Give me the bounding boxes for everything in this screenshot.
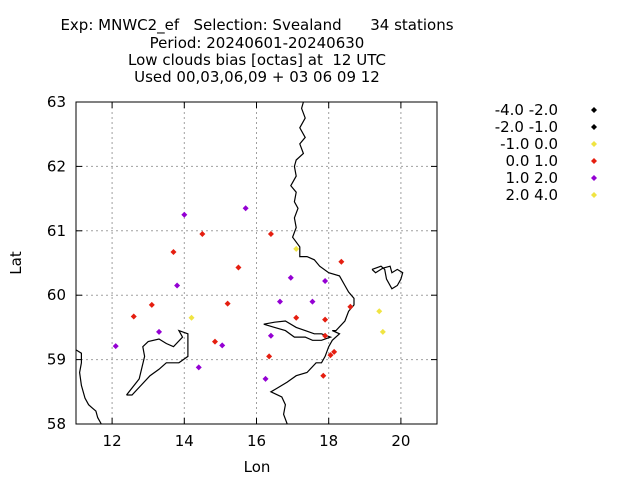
station-point <box>130 313 137 320</box>
chart-title: Exp: MNWC2_ef Selection: Svealand 34 sta… <box>60 16 453 86</box>
station-point <box>219 342 226 349</box>
legend-label: 1.0 2.0 <box>506 169 558 187</box>
y-axis-label: Lat <box>7 251 25 275</box>
data-points <box>112 205 386 382</box>
x-axis-label: Lon <box>244 458 271 476</box>
legend-marker <box>591 124 597 130</box>
station-point <box>287 274 294 281</box>
station-point <box>156 328 163 335</box>
legend-label: -2.0 -1.0 <box>495 118 558 136</box>
station-point <box>322 316 329 323</box>
y-tick-label: 58 <box>47 415 66 433</box>
station-point <box>181 211 188 218</box>
station-point <box>224 300 231 307</box>
station-point <box>327 352 334 359</box>
coastline-segment <box>126 329 189 396</box>
station-point <box>148 301 155 308</box>
station-point <box>376 308 383 315</box>
y-tick-label: 59 <box>47 351 66 369</box>
legend-marker <box>591 192 597 198</box>
station-point <box>235 264 242 271</box>
station-point <box>170 249 177 256</box>
grid <box>76 101 437 425</box>
y-tick-label: 60 <box>47 286 66 304</box>
station-point <box>347 303 354 310</box>
x-tick-label: 14 <box>175 432 194 450</box>
coastline-segment <box>75 349 102 425</box>
x-tick-label: 20 <box>391 432 410 450</box>
station-point <box>331 348 338 355</box>
x-tick-label: 16 <box>247 432 266 450</box>
station-point <box>267 231 274 238</box>
y-tick-label: 63 <box>47 93 66 111</box>
y-tick-labels: 58 59 60 61 62 63 <box>47 93 66 433</box>
legend: -4.0 -2.0-2.0 -1.0-1.0 0.00.0 1.01.0 2.0… <box>495 101 597 204</box>
plot-frame <box>75 101 438 425</box>
x-tick-label: 18 <box>319 432 338 450</box>
station-point <box>188 314 195 321</box>
title-line-1: Exp: MNWC2_ef Selection: Svealand 34 sta… <box>60 16 453 35</box>
station-point <box>293 314 300 321</box>
station-point <box>338 258 345 265</box>
legend-label: 2.0 4.0 <box>506 186 558 204</box>
station-point <box>320 372 327 379</box>
title-line-4: Used 00,03,06,09 + 03 06 09 12 <box>134 68 380 86</box>
y-tick-label: 62 <box>47 157 66 175</box>
x-tick-label: 12 <box>103 432 122 450</box>
station-point <box>322 332 329 339</box>
station-point <box>267 332 274 339</box>
station-point <box>309 298 316 305</box>
title-line-2: Period: 20240601-20240630 <box>150 34 365 52</box>
coastline-segment <box>371 265 404 290</box>
coastline-segment <box>269 101 355 425</box>
y-tick-label: 61 <box>47 222 66 240</box>
legend-label: -1.0 0.0 <box>500 135 558 153</box>
legend-marker <box>591 175 597 181</box>
station-point <box>262 375 269 382</box>
legend-label: 0.0 1.0 <box>506 152 558 170</box>
x-tick-labels: 12 14 16 18 20 <box>103 432 411 450</box>
legend-label: -4.0 -2.0 <box>495 101 558 119</box>
legend-marker <box>591 107 597 113</box>
station-point <box>112 343 119 350</box>
station-point <box>242 205 249 212</box>
station-point <box>276 298 283 305</box>
title-line-3: Low clouds bias [octas] at 12 UTC <box>128 51 386 69</box>
legend-marker <box>591 158 597 164</box>
station-point <box>174 282 181 289</box>
station-point <box>211 338 218 345</box>
station-point <box>379 328 386 335</box>
station-point <box>199 231 206 238</box>
coastline <box>75 101 404 425</box>
station-point <box>322 278 329 285</box>
coastline-segment <box>263 320 333 341</box>
station-point <box>266 353 273 360</box>
station-point <box>293 245 300 252</box>
legend-marker <box>591 141 597 147</box>
station-point <box>195 364 202 371</box>
